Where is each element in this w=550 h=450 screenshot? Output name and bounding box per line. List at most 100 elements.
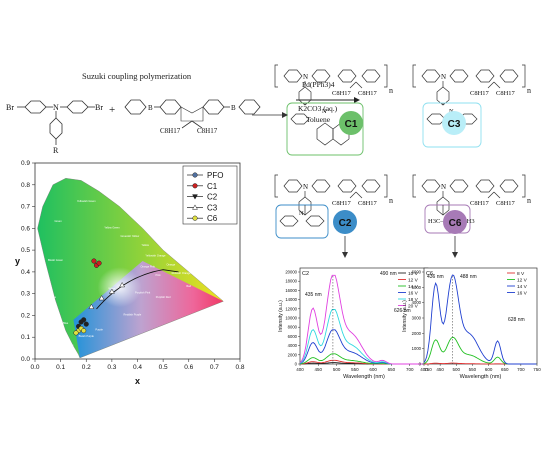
cie-region-label: Orange xyxy=(166,262,175,266)
cie-legend-label: C6 xyxy=(207,214,218,223)
cie-region-label: Purplish Blue xyxy=(53,321,69,325)
cie-y-tick-label: 0.2 xyxy=(21,312,30,319)
spectrum-y-tick-label: 5000 xyxy=(412,285,422,290)
cie-region-label: Bluish Purple xyxy=(79,334,95,338)
spectrum-curve xyxy=(299,274,428,365)
cie-region-label: Greenish Blue xyxy=(40,295,57,299)
spectrum-peak-annotation: 435 nm xyxy=(305,292,322,298)
spectrum-y-tick-label: 2000 xyxy=(412,331,422,336)
cie-region-label: Red xyxy=(186,284,191,288)
cie-region-label: Orange Pink xyxy=(141,265,156,269)
cie-diagram: Green Yellowish Green Bluish Green Yellow G… xyxy=(15,160,245,386)
polymer-c1-badge-label: C1 xyxy=(345,119,358,130)
cie-region-label: Yellow Green xyxy=(104,225,120,229)
cie-x-axis-label: x xyxy=(135,376,140,386)
spectrum-y-tick-label: 16000 xyxy=(285,288,297,293)
spectrum-peak-annotation: 628 nm xyxy=(508,317,525,323)
cie-data-marker xyxy=(73,330,79,336)
cie-legend-box xyxy=(182,165,238,225)
spectrum-legend-label: 12 V xyxy=(517,277,528,283)
cie-y-tick-label: 0.7 xyxy=(21,204,30,211)
spectrum-y-tick-label: 2000 xyxy=(288,352,298,357)
polymer-alkyl-left: C8H17 xyxy=(470,90,490,97)
cie-legend-marker xyxy=(192,194,198,200)
cie-legend-label: C1 xyxy=(207,182,218,191)
cie-x-tick-label: 0.8 xyxy=(235,364,244,371)
monomer2-b-right: B xyxy=(231,104,236,112)
cie-legend-label: C2 xyxy=(207,193,218,202)
spectrum-panel-label: C2 xyxy=(302,271,309,277)
spectrum-x-tick-label: 700 xyxy=(517,367,525,372)
spectrum-y-tick-label: 4000 xyxy=(412,300,422,305)
polymer-n-atom: N xyxy=(441,183,446,191)
polymer-c1-badge xyxy=(339,111,363,135)
cie-region-label: White xyxy=(109,286,116,290)
cie-region-label: Pink xyxy=(155,273,161,277)
cie-c3-marker xyxy=(88,303,95,309)
cie-region-label: Blue xyxy=(68,343,74,347)
spectrum-legend-label: 10 V xyxy=(408,271,419,277)
spectrum-legend-label: 18 V xyxy=(408,297,419,303)
polymer-pendant-box xyxy=(422,102,482,148)
cie-region-label: Green xyxy=(54,219,62,223)
cie-data-marker xyxy=(96,260,102,266)
cie-y-axis-label: y xyxy=(15,256,20,266)
spectrum-y-tick-label: 14000 xyxy=(285,297,297,302)
spectrum-x-axis-label: Wavelength (nm) xyxy=(460,374,502,380)
monomer1-r: R xyxy=(53,146,59,155)
polymer-n-atom: N xyxy=(441,73,446,81)
spectrum-x-tick-label: 500 xyxy=(453,367,461,372)
cie-region-label: Greenish Yellow xyxy=(121,234,140,238)
spectrum-x-tick-label: 650 xyxy=(388,367,396,372)
spectrum-y-tick-label: 12000 xyxy=(285,306,297,311)
cie-locus-outline xyxy=(37,178,224,359)
monomer1-left-br: Br xyxy=(6,103,14,112)
cie-y-tick-label: 0.1 xyxy=(21,334,30,341)
monomer-1-structure: Br N Br R xyxy=(6,100,103,155)
cie-data-marker xyxy=(81,317,87,323)
polymer-alkyl-left: C8H17 xyxy=(332,200,352,207)
polymer-c2-badge-label: C2 xyxy=(339,218,352,229)
polymer-c6-badge-label: C6 xyxy=(449,218,462,229)
polymer-repeat-n: n xyxy=(527,86,531,95)
spectrum-legend-label: 20 V xyxy=(408,303,419,309)
arrowhead-c1-box xyxy=(282,112,288,118)
reaction-conditions: Pd(PPh3)4 K2CO3 (aq.) Toluene xyxy=(296,80,360,124)
polymer-alkyl-left: C8H17 xyxy=(332,90,352,97)
catalyst-label: Pd(PPh3)4 xyxy=(302,80,335,89)
cie-c3-marker xyxy=(98,295,105,301)
spectrum-y-axis-label: Intensity (a.u.) xyxy=(278,300,284,332)
cie-y-tick-label: 0.8 xyxy=(21,182,30,189)
spectrum-y-axis-label: Intensity (a.u.) xyxy=(402,300,408,332)
cie-region-label: Reddish Purple xyxy=(124,312,142,316)
monomer1-right-br: Br xyxy=(95,103,103,112)
cie-region-label: Purple xyxy=(95,328,103,332)
cie-region-label: Purplish Red xyxy=(156,295,171,299)
arrowhead-c6 xyxy=(452,252,458,258)
polymer-alkyl-right: C8H17 xyxy=(358,90,378,97)
spectrum-panel-c2: C2 435 nm 490 nm 626 nm 400 450 500 550 600 650 70… xyxy=(278,267,432,380)
planckian-locus xyxy=(96,269,179,310)
spectrum-x-tick-label: 500 xyxy=(333,367,341,372)
monomer1-n: N xyxy=(53,103,59,112)
polymer-repeat-n: n xyxy=(527,196,531,205)
reaction-scheme: Suzuki coupling polymerization Br N Br R… xyxy=(6,71,360,155)
cie-legend-label: C3 xyxy=(207,203,218,212)
spectrum-y-tick-label: 0 xyxy=(419,362,422,367)
cie-data-marker xyxy=(81,328,87,334)
svg-text:N: N xyxy=(299,210,304,217)
spectrum-x-tick-label: 600 xyxy=(369,367,377,372)
polymer-c2-structure: n N C8H17 C8H17 N C2 xyxy=(274,174,393,239)
polymer-c3-badge-label: C3 xyxy=(448,119,461,130)
polymer-pendant-box xyxy=(286,102,364,156)
cie-legend-marker xyxy=(192,215,198,221)
spectrum-x-tick-label: 750 xyxy=(533,367,541,372)
spectrum-x-tick-label: 700 xyxy=(406,367,414,372)
plus-sign: + xyxy=(109,104,115,116)
spectrum-legend-label: 16 V xyxy=(517,290,528,296)
cie-x-tick-label: 0.1 xyxy=(56,364,65,371)
spectrum-x-tick-label: 750 xyxy=(424,367,432,372)
spectrum-plot-frame xyxy=(299,267,429,365)
arrowhead-c2 xyxy=(342,252,348,258)
